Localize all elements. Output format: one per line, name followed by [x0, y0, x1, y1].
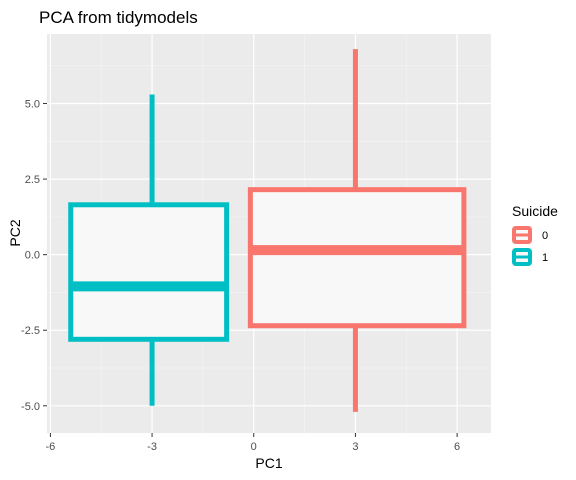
x-tick-label: 6 — [454, 441, 460, 453]
box-body — [68, 202, 230, 342]
legend-label-1: 1 — [542, 252, 548, 264]
y-axis-title: PC2 — [7, 219, 23, 246]
y-tick-label: 2.5 — [25, 174, 40, 186]
y-axis: -5.0 -2.5 0.0 2.5 5.0 — [21, 99, 47, 413]
box-series-1 — [68, 94, 230, 406]
x-tick-label: -6 — [45, 441, 55, 453]
legend-title: Suicide — [512, 203, 558, 219]
y-tick-label: 5.0 — [25, 99, 40, 111]
legend-label-0: 0 — [542, 230, 548, 242]
x-tick-label: 3 — [352, 441, 358, 453]
x-tick-label: -3 — [147, 441, 157, 453]
legend-key-1 — [512, 248, 532, 266]
legend-key-0 — [512, 226, 532, 244]
y-tick-label: -2.5 — [21, 325, 40, 337]
y-tick-label: 0.0 — [25, 250, 40, 262]
x-tick-label: 0 — [251, 441, 257, 453]
box-series-0 — [247, 49, 467, 412]
chart-title: PCA from tidymodels — [39, 8, 198, 27]
legend: Suicide 0 1 — [512, 203, 558, 266]
y-tick-label: -5.0 — [21, 401, 40, 413]
box-body — [247, 187, 467, 329]
x-axis-title: PC1 — [255, 455, 282, 471]
x-axis: -6 -3 0 3 6 — [45, 433, 460, 453]
box-series — [68, 49, 467, 412]
